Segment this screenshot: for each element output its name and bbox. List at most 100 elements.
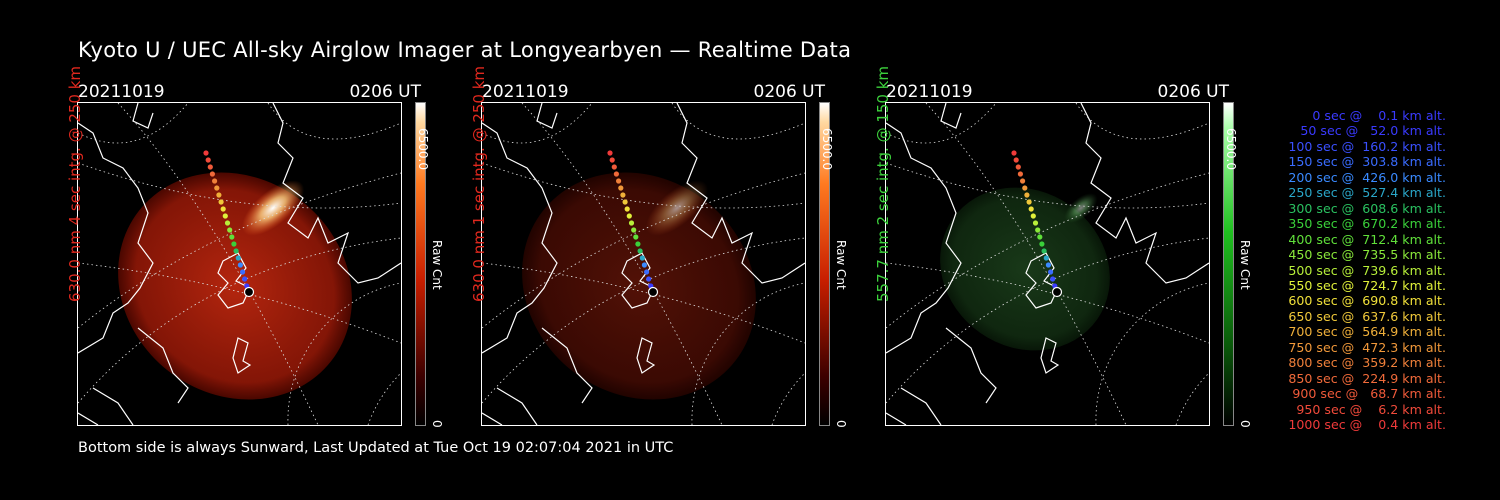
trajectory-point (218, 199, 224, 205)
station-marker (647, 286, 659, 298)
trajectory-point (609, 157, 615, 163)
trajectory-point (626, 213, 632, 219)
trajectory-point (1028, 206, 1034, 212)
coordinate-grid (78, 103, 401, 425)
allsky-map (78, 103, 401, 425)
coordinate-grid (482, 103, 805, 425)
allsky-image (885, 102, 1210, 426)
colorbar-max: 6500.0 (1224, 128, 1238, 170)
airglow-disk (940, 187, 1110, 351)
panel-630-4sec: 20211019 0206 UT 630.0 nm 4 sec intg. @ … (66, 66, 498, 430)
colorbar-max: 6500.0 (820, 128, 834, 170)
legend-entry: 100 sec @ 160.2 km alt. (1288, 138, 1446, 154)
panel-557-2sec: 20211019 0206 UT 557.7 nm 2 sec intg. @ … (874, 66, 1306, 430)
trajectory-point (1035, 227, 1041, 233)
legend-entry: 900 sec @ 68.7 km alt. (1292, 386, 1446, 402)
panel-date: 20211019 (886, 82, 973, 102)
legend-entry: 200 sec @ 426.0 km alt. (1288, 169, 1446, 185)
panel-date: 20211019 (78, 82, 165, 102)
legend-entry: 350 sec @ 670.2 km alt. (1288, 216, 1446, 232)
trajectory-point (1032, 220, 1039, 226)
trajectory-point (641, 262, 647, 268)
trajectory-point (1024, 192, 1030, 198)
trajectory-point (233, 248, 239, 254)
airglow-disk (522, 172, 756, 400)
legend-entry: 250 sec @ 527.4 km alt. (1288, 185, 1446, 201)
trajectory-point (1020, 178, 1026, 184)
legend-entry: 450 sec @ 735.5 km alt. (1288, 247, 1446, 263)
panel-time: 0206 UT (349, 82, 422, 102)
colorbar-min: 0 (1238, 420, 1252, 428)
trajectory-point (242, 276, 248, 282)
trajectory-point (639, 255, 645, 261)
trajectory-point (240, 269, 246, 275)
trajectory-point (1041, 248, 1047, 254)
legend-entry: 300 sec @ 608.6 km alt. (1288, 200, 1446, 216)
trajectory-point (214, 185, 220, 191)
legend-entry: 150 sec @ 303.8 km alt. (1288, 154, 1446, 170)
legend-entry: 650 sec @ 637.6 km alt. (1288, 308, 1446, 324)
airglow-disk (118, 172, 352, 400)
aurora-patch (241, 180, 305, 236)
trajectory-point (631, 227, 637, 233)
colorbar-max: 6500.0 (416, 128, 430, 170)
trajectory-point (203, 150, 209, 156)
legend-entry: 600 sec @ 690.8 km alt. (1288, 293, 1446, 309)
legend-entry: 1000 sec @ 0.4 km alt. (1288, 417, 1446, 433)
colorbar (415, 102, 426, 426)
trajectory-point (1013, 157, 1019, 163)
trajectory-point (644, 269, 650, 275)
trajectory-point (1039, 241, 1045, 247)
trajectory-point (628, 220, 635, 226)
panel-wavelength-label: 630.0 nm 1 sec intg. @ 250 km (470, 65, 488, 302)
panel-time: 0206 UT (1157, 82, 1230, 102)
colorbar-min: 0 (834, 420, 848, 428)
legend-entry: 50 sec @ 52.0 km alt. (1300, 123, 1446, 139)
trajectory-point (613, 171, 619, 177)
legend-entry: 950 sec @ 6.2 km alt. (1296, 401, 1446, 417)
trajectory-point (205, 157, 211, 163)
trajectory-point (235, 255, 241, 261)
colorbar-unit: Raw Cnt (1238, 240, 1252, 290)
allsky-image (77, 102, 402, 426)
trajectory-point (1045, 262, 1051, 268)
trajectory-point (646, 276, 652, 282)
colorbar-unit: Raw Cnt (834, 240, 848, 290)
legend-entry: 800 sec @ 359.2 km alt. (1288, 355, 1446, 371)
page-title: Kyoto U / UEC All-sky Airglow Imager at … (78, 38, 852, 62)
trajectory-point (633, 234, 639, 240)
trajectory-point (1037, 234, 1043, 240)
trajectory-point (620, 192, 626, 198)
trajectory-point (607, 150, 613, 156)
trajectory-point (207, 164, 213, 170)
trajectory-point (635, 241, 641, 247)
aurora-patch (645, 180, 709, 236)
trajectory-point (222, 213, 228, 219)
trajectory-point (1017, 171, 1023, 177)
trajectory-point (212, 178, 218, 184)
colorbar (819, 102, 830, 426)
allsky-image (481, 102, 806, 426)
trajectory-point (237, 262, 243, 268)
trajectory-point (637, 248, 643, 254)
trajectory-point (224, 220, 231, 226)
allsky-map (482, 103, 805, 425)
trajectory-point (622, 199, 628, 205)
aurora-patch (1064, 193, 1098, 223)
coastlines (482, 103, 805, 425)
allsky-map (886, 103, 1209, 425)
panel-date: 20211019 (482, 82, 569, 102)
trajectory-track (1011, 150, 1060, 296)
station-marker (243, 286, 255, 298)
panel-630-1sec: 20211019 0206 UT 630.0 nm 1 sec intg. @ … (470, 66, 902, 430)
trajectory-point (618, 185, 624, 191)
legend-entry: 550 sec @ 724.7 km alt. (1288, 277, 1446, 293)
coordinate-grid (886, 103, 1209, 425)
trajectory-point (616, 178, 622, 184)
legend-entry: 750 sec @ 472.3 km alt. (1288, 339, 1446, 355)
trajectory-point (1011, 150, 1017, 156)
trajectory-point (611, 164, 617, 170)
colorbar (1223, 102, 1234, 426)
legend-entry: 0 sec @ 0.1 km alt. (1312, 108, 1446, 123)
trajectory-point (209, 171, 215, 177)
